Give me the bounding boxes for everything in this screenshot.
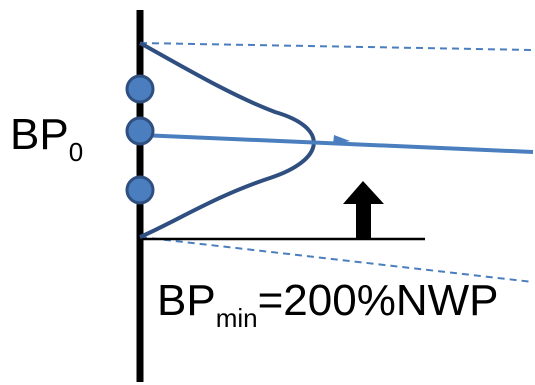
- bpmin-subscript: min: [216, 303, 258, 333]
- upper-dashed-boundary: [140, 43, 533, 50]
- bpmin-value: =200%NWP: [258, 276, 499, 325]
- bpmin-label: BPmin=200%NWP: [157, 279, 499, 323]
- bp0-main-text: BP: [10, 110, 69, 159]
- particle-circle-bottom: [127, 177, 153, 203]
- bp0-subscript: 0: [69, 137, 83, 167]
- bpmin-main-text: BP: [157, 276, 216, 325]
- particle-circle-top: [127, 76, 153, 102]
- particle-circle-middle: [127, 118, 153, 144]
- up-arrow-icon: [343, 181, 384, 239]
- bp0-label: BP0: [10, 113, 83, 157]
